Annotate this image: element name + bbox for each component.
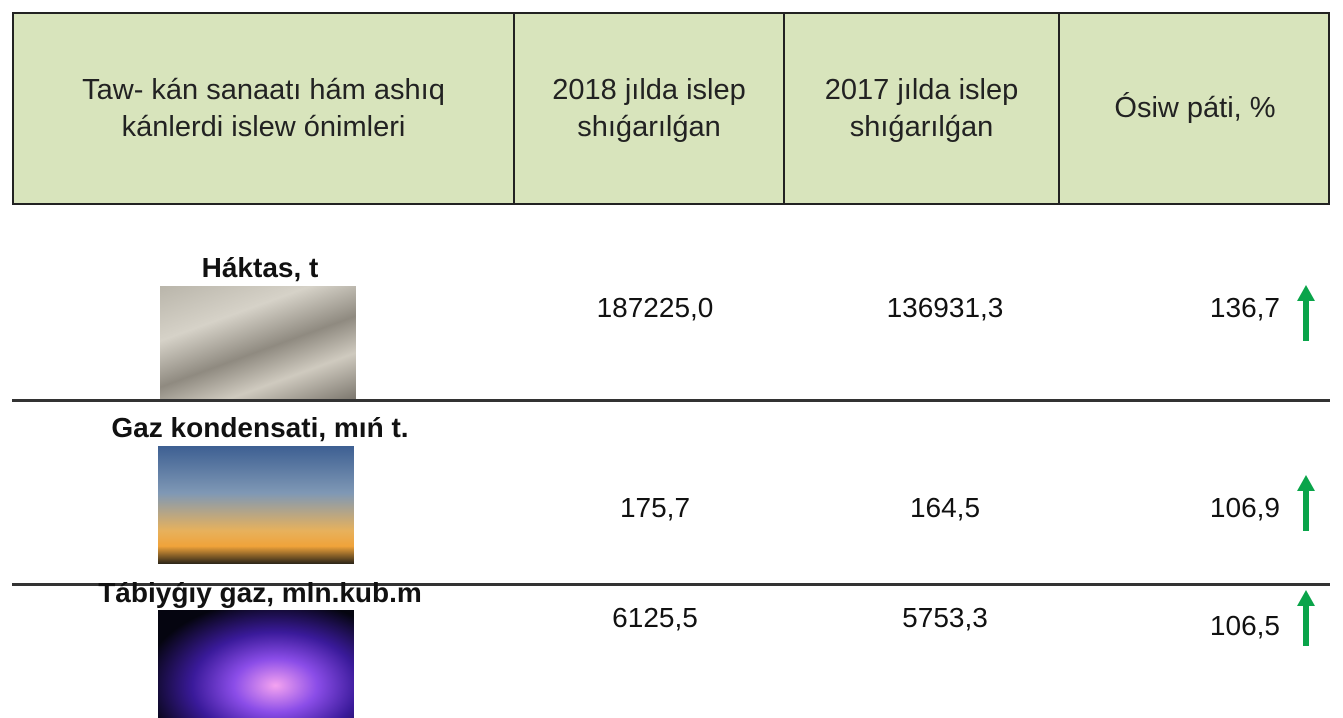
growth-rate: 106,9 (1100, 492, 1280, 524)
header-cell: 2017 jılda islep shıǵarılǵan (785, 12, 1058, 205)
header-cell: 2018 jılda islep shıǵarılǵan (515, 12, 783, 205)
up-arrow (1296, 285, 1316, 341)
header-cell: Ósiw páti, % (1060, 12, 1330, 205)
value-2018: 187225,0 (550, 292, 760, 324)
oil-pump-image (158, 446, 354, 564)
value-2017: 5753,3 (840, 602, 1050, 634)
value-2018: 6125,5 (550, 602, 760, 634)
row-name: Gaz kondensati, mıń t. (0, 412, 520, 444)
value-2017: 136931,3 (840, 292, 1050, 324)
limestone-image (160, 286, 356, 399)
up-arrow (1296, 590, 1316, 646)
up-arrow (1296, 475, 1316, 531)
value-2018: 175,7 (550, 492, 760, 524)
gas-flame-image (158, 610, 354, 718)
row-divider (12, 399, 1330, 402)
table-page: Taw- kán sanaatı hám ashıq kánlerdi isle… (0, 0, 1343, 718)
growth-rate: 106,5 (1100, 610, 1280, 642)
header-cell: Taw- kán sanaatı hám ashıq kánlerdi isle… (14, 12, 513, 205)
row-name: Háktas, t (0, 252, 520, 284)
value-2017: 164,5 (840, 492, 1050, 524)
row-name: Tábiyǵıy gaz, mln.kub.m (0, 577, 520, 609)
growth-rate: 136,7 (1100, 292, 1280, 324)
